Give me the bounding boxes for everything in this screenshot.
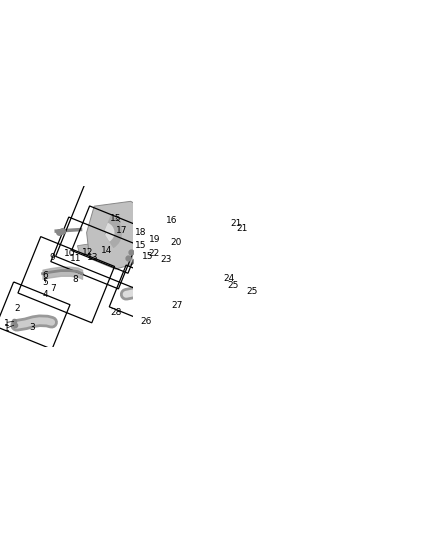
Text: 25: 25 [246, 287, 257, 296]
Text: 6: 6 [42, 271, 48, 280]
Text: 11: 11 [70, 254, 81, 263]
Text: 26: 26 [140, 317, 152, 326]
Text: 13: 13 [87, 253, 99, 262]
Text: 20: 20 [170, 238, 182, 247]
Text: 21: 21 [231, 219, 242, 228]
Text: 5: 5 [42, 278, 48, 287]
Text: 2: 2 [14, 304, 20, 313]
Text: 10: 10 [64, 249, 75, 259]
Text: 22: 22 [149, 249, 160, 259]
Text: 24: 24 [223, 274, 234, 282]
Text: 7: 7 [50, 284, 56, 293]
Text: 19: 19 [149, 235, 161, 244]
Text: 25: 25 [228, 281, 239, 290]
Text: 15: 15 [141, 253, 153, 261]
Text: 23: 23 [161, 255, 172, 263]
Text: 8: 8 [73, 274, 78, 284]
Text: 27: 27 [171, 301, 183, 310]
Text: 17: 17 [116, 226, 127, 235]
Polygon shape [78, 244, 103, 255]
Text: 21: 21 [236, 224, 247, 233]
Text: 4: 4 [42, 290, 48, 300]
Polygon shape [87, 201, 149, 269]
Text: 28: 28 [110, 308, 122, 317]
Text: 1: 1 [4, 319, 10, 328]
Text: 1: 1 [4, 325, 10, 334]
Text: 9: 9 [49, 253, 55, 262]
Text: 18: 18 [134, 228, 146, 237]
Text: 14: 14 [101, 246, 113, 255]
Text: 16: 16 [166, 216, 177, 225]
Text: 15: 15 [110, 214, 122, 223]
Text: 3: 3 [29, 323, 35, 332]
Text: 15: 15 [134, 241, 146, 250]
Text: 12: 12 [82, 248, 93, 257]
